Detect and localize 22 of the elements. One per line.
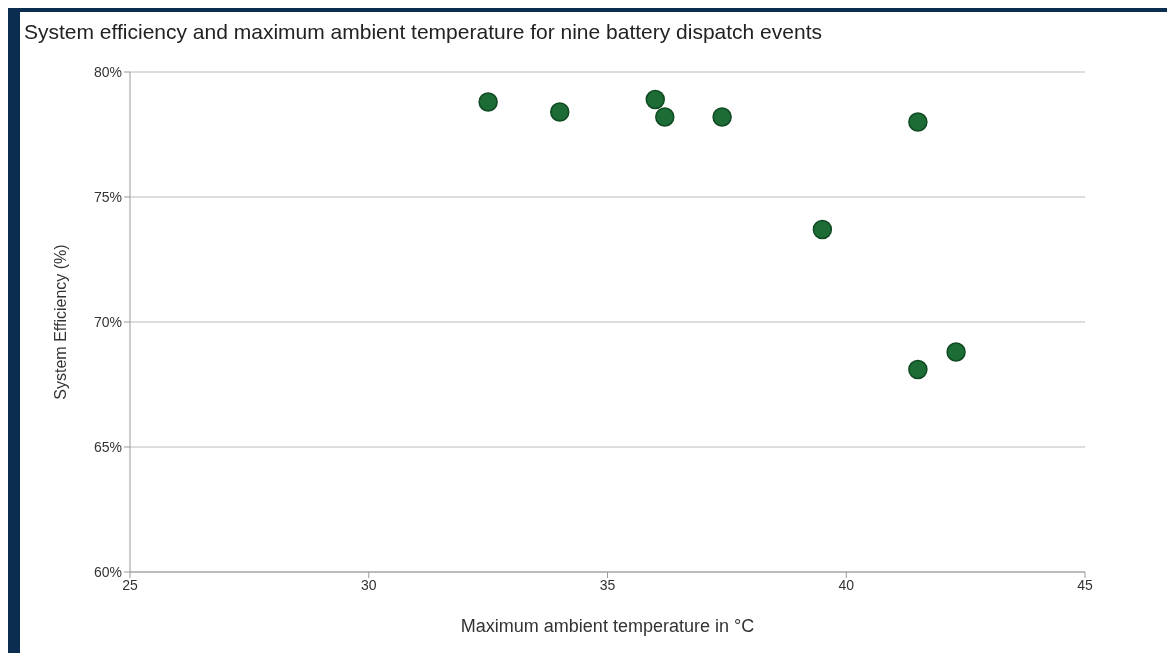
point [908, 112, 928, 132]
point [712, 107, 732, 127]
x-tick-label: 40 [838, 576, 855, 593]
chart-title: System efficiency and maximum ambient temperature for nine battery dispatch events [24, 20, 822, 44]
point [550, 102, 570, 122]
point [946, 342, 966, 362]
x-tick-label: 35 [599, 576, 616, 593]
point [908, 359, 928, 380]
y-tick-label: 75% [93, 188, 122, 205]
y-tick-label: 65% [93, 438, 122, 455]
y-tick-label: 60% [93, 563, 122, 580]
x-tick-label: 30 [360, 576, 377, 593]
x-tick-label: 45 [1077, 576, 1093, 593]
y-axis-title: System Efficiency (%) [51, 244, 69, 400]
point [655, 107, 675, 127]
x-axis-title: Maximum ambient temperature in °C [460, 616, 755, 636]
point [645, 89, 665, 110]
y-tick-label: 70% [93, 313, 122, 330]
point [478, 92, 498, 112]
x-tick-label: 25 [122, 576, 138, 593]
y-tick-label: 80% [93, 63, 122, 80]
point [812, 219, 833, 240]
